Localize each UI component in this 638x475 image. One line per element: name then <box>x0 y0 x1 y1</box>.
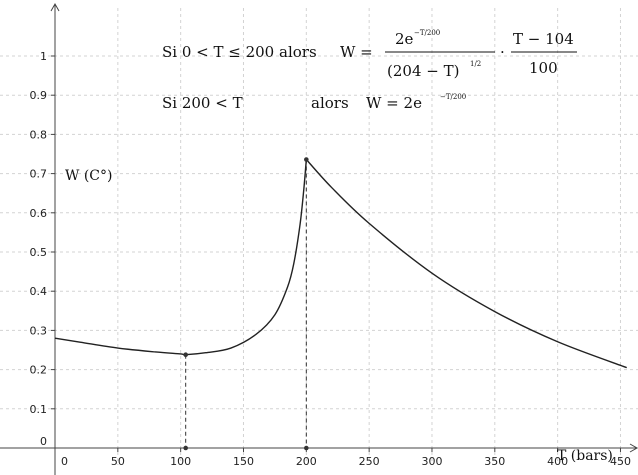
marked-point <box>304 157 309 162</box>
y-tick-label: 0.4 <box>30 285 48 298</box>
series-line <box>54 159 627 369</box>
x-axis-arrow <box>629 443 638 453</box>
formula-1-times: · <box>500 43 505 61</box>
formula-1-denominator: (204 − T) <box>387 62 459 80</box>
x-axis-label: T (bars) <box>557 448 613 464</box>
y-tick-label: 0.7 <box>30 168 48 181</box>
y-tick-label: 0.8 <box>30 128 48 141</box>
formula-line-1: Si 0 < T ≤ 200 alors W = 2e −T/200 (204 … <box>162 29 577 80</box>
formula-1-denominator-exponent: 1/2 <box>470 60 481 68</box>
y-tick-label: 0.6 <box>30 207 48 220</box>
formula-1-condition: Si 0 < T ≤ 200 alors <box>162 43 317 61</box>
x-tick-label: 100 <box>170 455 191 468</box>
formula-2-expression: W = 2e <box>366 94 422 112</box>
y-tick-label: 1 <box>40 50 47 63</box>
x-tick-label: 350 <box>484 455 505 468</box>
x-tick-label: 0 <box>61 455 68 468</box>
x-tick-label: 50 <box>111 455 125 468</box>
formula-line-2: Si 200 < T alors W = 2e −T/200 <box>162 93 466 112</box>
formula-1-denominator-2: 100 <box>529 59 558 77</box>
marked-points <box>183 157 309 451</box>
formula-1-numerator: 2e <box>395 30 414 48</box>
x-tick-label: 400 <box>547 455 568 468</box>
formula-2-condition: Si 200 < T <box>162 94 243 112</box>
x-tick-label: 150 <box>233 455 254 468</box>
y-axis-arrow <box>50 2 60 12</box>
y-tick-label: 0.3 <box>30 324 48 337</box>
x-tick-label: 300 <box>421 455 442 468</box>
marked-point <box>183 352 188 358</box>
marked-point <box>183 445 188 451</box>
y-tick-label: 0 <box>40 435 47 448</box>
y-tick-label: 0.2 <box>30 364 48 377</box>
x-tick-label: 450 <box>610 455 631 468</box>
formula-1-numerator-2: T − 104 <box>513 30 574 48</box>
formula-1-lhs: W = <box>340 43 373 61</box>
drop-lines <box>185 159 307 448</box>
formula-2-exponent: −T/200 <box>440 93 466 101</box>
x-tick-label: 250 <box>359 455 380 468</box>
marked-point <box>304 445 309 451</box>
tick-labels: 0 50 100 150 200 250 300 350 400 450 0 0.1 0.2 0.3 0.4… <box>30 50 631 468</box>
formula-1-numerator-exponent: −T/200 <box>414 29 440 37</box>
formula-2-alors: alors <box>311 94 349 112</box>
y-tick-label: 0.5 <box>30 246 48 259</box>
y-tick-label: 0.1 <box>30 403 48 416</box>
x-tick-label: 200 <box>296 455 317 468</box>
y-tick-label: 0.9 <box>30 89 48 102</box>
y-axis-label: W (C°) <box>65 168 112 184</box>
